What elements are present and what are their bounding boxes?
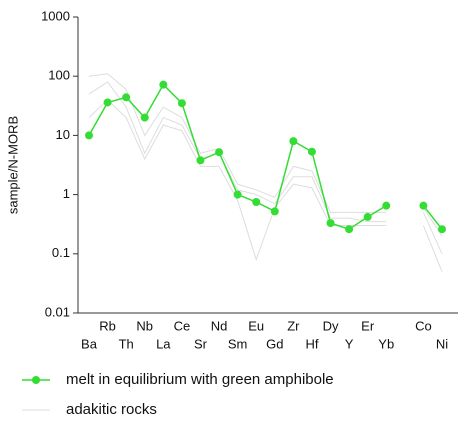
data-point bbox=[307, 147, 316, 156]
x-tick-label: Sr bbox=[194, 336, 208, 351]
x-tick-label: La bbox=[156, 336, 171, 351]
y-tick-label: 1 bbox=[63, 186, 70, 201]
x-tick-label: Yb bbox=[378, 336, 394, 351]
data-point bbox=[215, 148, 224, 157]
series-line bbox=[88, 73, 443, 237]
data-point bbox=[289, 137, 298, 146]
legend-label: adakitic rocks bbox=[66, 401, 157, 418]
data-point bbox=[177, 99, 186, 108]
data-point bbox=[419, 201, 428, 210]
x-tick-label: Er bbox=[361, 318, 375, 333]
x-tick-label: Th bbox=[119, 336, 134, 351]
data-point bbox=[438, 225, 446, 234]
x-tick-label: Ni bbox=[436, 336, 448, 351]
data-point bbox=[252, 197, 261, 206]
series-line bbox=[88, 81, 443, 255]
y-tick-label: 0.1 bbox=[52, 245, 70, 260]
x-tick-label: Dy bbox=[323, 318, 339, 333]
y-tick-label: 0.01 bbox=[45, 304, 70, 319]
y-tick-label: 10 bbox=[56, 127, 70, 142]
y-tick-label: 1000 bbox=[41, 8, 70, 23]
data-point bbox=[345, 225, 354, 234]
data-point bbox=[122, 93, 131, 102]
x-tick-label: Ce bbox=[174, 318, 191, 333]
y-axis-label: sample/N-MORB bbox=[5, 116, 20, 214]
data-point bbox=[140, 113, 149, 122]
x-tick-label: Zr bbox=[287, 318, 300, 333]
data-point bbox=[159, 80, 168, 89]
x-tick-label: Co bbox=[415, 318, 432, 333]
x-tick-label: Sm bbox=[228, 336, 248, 351]
series-line bbox=[88, 99, 443, 272]
data-point bbox=[326, 219, 335, 228]
data-point bbox=[85, 131, 93, 140]
legend-label: melt in equilibrium with green amphibole bbox=[66, 371, 334, 388]
legend-marker bbox=[32, 376, 40, 384]
x-tick-label: Nd bbox=[211, 318, 228, 333]
x-tick-label: Rb bbox=[99, 318, 116, 333]
data-point bbox=[363, 212, 372, 221]
x-tick-label: Ba bbox=[81, 336, 98, 351]
data-point bbox=[270, 207, 279, 216]
x-tick-label: Y bbox=[345, 336, 354, 351]
x-tick-label: Eu bbox=[248, 318, 264, 333]
y-tick-label: 100 bbox=[48, 68, 70, 83]
x-tick-label: Nb bbox=[136, 318, 153, 333]
data-point bbox=[233, 190, 242, 199]
data-point bbox=[382, 201, 391, 210]
x-tick-label: Gd bbox=[266, 336, 283, 351]
data-point bbox=[103, 98, 112, 107]
data-point bbox=[196, 156, 205, 165]
x-tick-label: Hf bbox=[305, 336, 318, 351]
